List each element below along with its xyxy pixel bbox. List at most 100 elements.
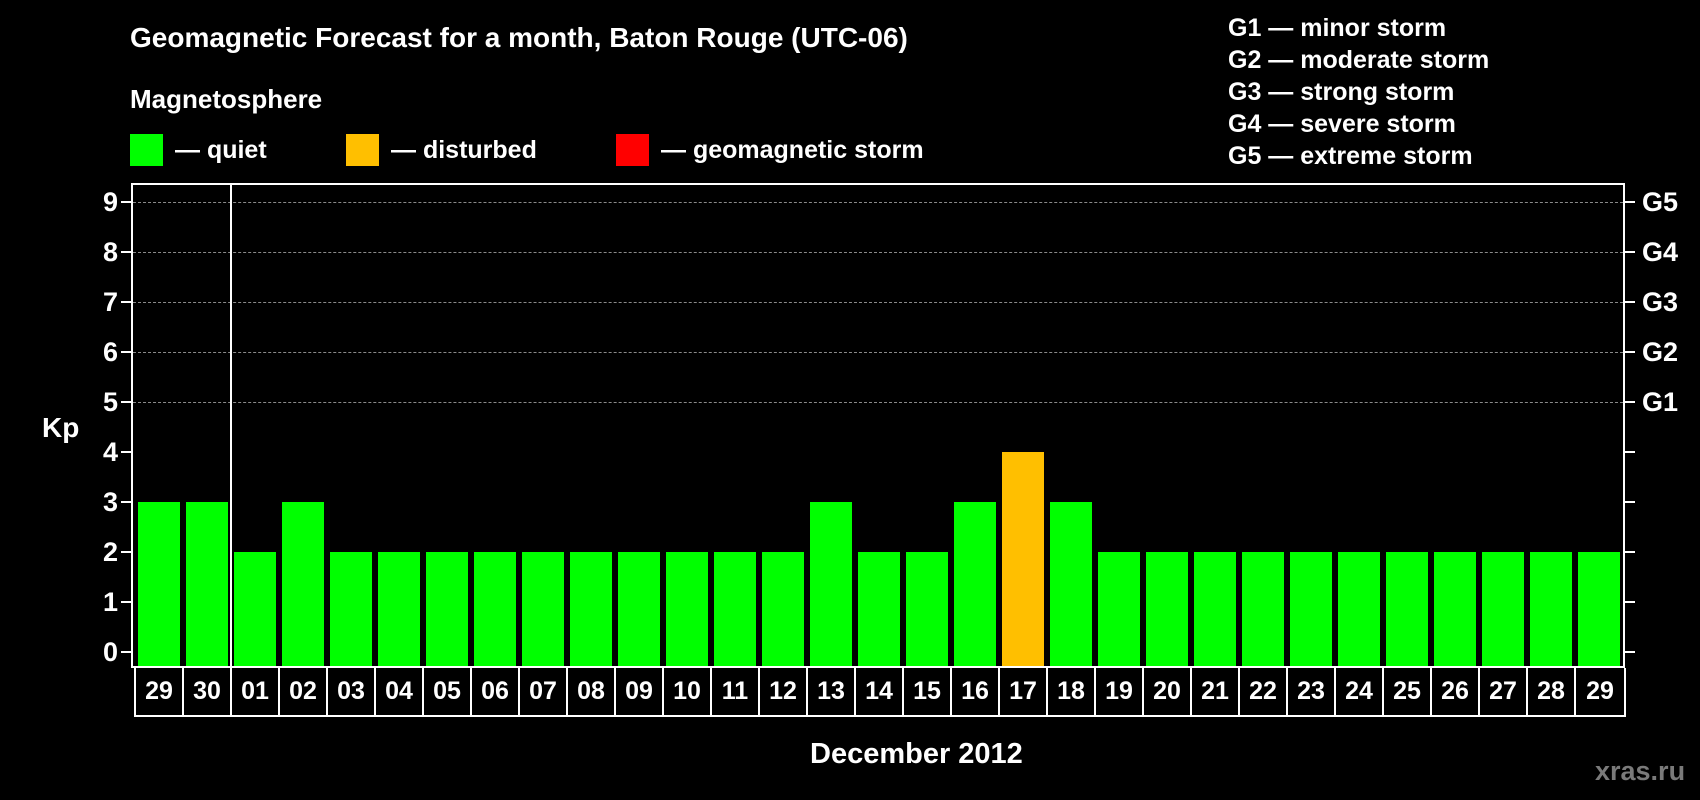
storm-level-label: G3	[1642, 287, 1679, 317]
y-tick	[121, 651, 131, 653]
kp-bar-17	[1002, 452, 1044, 666]
legend-quiet: — quiet	[130, 134, 267, 166]
storm-level-label: G4	[1642, 237, 1679, 267]
kp-bar-08	[570, 552, 612, 666]
gridline	[133, 352, 1623, 353]
plot-area	[131, 183, 1625, 668]
day-label: 08	[568, 668, 616, 715]
day-label: 29	[1586, 677, 1614, 705]
kp-bar-25	[1386, 552, 1428, 666]
kp-bar-04	[378, 552, 420, 666]
kp-bar-26	[1434, 552, 1476, 666]
secondary-y-tick	[1625, 251, 1635, 253]
y-tick	[121, 601, 131, 603]
kp-bar-01	[234, 552, 276, 666]
legend-storm: — geomagnetic storm	[616, 134, 924, 166]
storm-level-label: G2	[1642, 337, 1679, 367]
secondary-y-tick	[1625, 451, 1635, 453]
secondary-y-tick	[1625, 301, 1635, 303]
watermark: xras.ru	[1595, 756, 1686, 786]
y-tick	[121, 401, 131, 403]
storm-level-label: G5	[1642, 187, 1679, 217]
y-tick-label: 7	[102, 287, 118, 317]
x-axis-label: December 2012	[810, 738, 1023, 770]
day-label: 04	[376, 668, 424, 715]
day-label: 15	[904, 668, 952, 715]
y-tick	[121, 251, 131, 253]
kp-bar-10	[666, 552, 708, 666]
disturbed-swatch-icon	[346, 134, 379, 166]
kp-bar-14	[858, 552, 900, 666]
day-label: 11	[712, 668, 760, 715]
day-label: 24	[1336, 668, 1384, 715]
day-label: 21	[1192, 668, 1240, 715]
day-label: 28	[1528, 668, 1576, 715]
y-axis-label: Kp	[42, 412, 80, 443]
y-tick	[121, 501, 131, 503]
y-tick-label: 0	[102, 637, 118, 667]
day-label: 22	[1240, 668, 1288, 715]
chart-title: Geomagnetic Forecast for a month, Baton …	[130, 22, 908, 53]
day-label: 20	[1144, 668, 1192, 715]
legend-label: — disturbed	[391, 135, 537, 164]
legend-disturbed: — disturbed	[346, 134, 537, 166]
secondary-y-tick	[1625, 351, 1635, 353]
quiet-swatch-icon	[130, 134, 163, 166]
y-tick-label: 2	[102, 537, 118, 567]
kp-bar-16	[954, 502, 996, 666]
storm-level-label: G1	[1642, 387, 1679, 417]
kp-bar-24	[1338, 552, 1380, 666]
kp-bar-02	[282, 502, 324, 666]
storm-scale-g4: G4 — severe storm	[1228, 110, 1456, 138]
kp-bar-07	[522, 552, 564, 666]
y-tick-label: 6	[102, 337, 118, 367]
kp-bar-30	[186, 502, 228, 666]
day-label: 13	[808, 668, 856, 715]
kp-bar-09	[618, 552, 660, 666]
y-tick-label: 5	[102, 387, 118, 417]
kp-bar-18	[1050, 502, 1092, 666]
kp-bar-23	[1290, 552, 1332, 666]
y-tick	[121, 551, 131, 553]
gridline	[133, 402, 1623, 403]
kp-bar-03	[330, 552, 372, 666]
storm-scale-legend: G1 — minor storm G2 — moderate storm G3 …	[1228, 12, 1489, 172]
y-tick-label: 8	[102, 237, 118, 267]
kp-bar-21	[1194, 552, 1236, 666]
day-label: 29	[136, 668, 184, 715]
kp-bar-28	[1530, 552, 1572, 666]
storm-scale-g3: G3 — strong storm	[1228, 78, 1455, 106]
y-tick-label: 9	[102, 187, 118, 217]
day-label: 03	[328, 668, 376, 715]
storm-scale-g1: G1 — minor storm	[1228, 14, 1447, 42]
y-tick	[121, 301, 131, 303]
kp-bar-22	[1242, 552, 1284, 666]
secondary-y-tick	[1625, 201, 1635, 203]
kp-bar-29	[1578, 552, 1620, 666]
kp-bar-06	[474, 552, 516, 666]
secondary-y-tick	[1625, 601, 1635, 603]
day-label: 10	[664, 668, 712, 715]
month-separator	[230, 185, 232, 666]
day-label: 23	[1288, 668, 1336, 715]
secondary-y-tick	[1625, 551, 1635, 553]
day-label: 16	[952, 668, 1000, 715]
kp-bar-05	[426, 552, 468, 666]
day-label: 12	[760, 668, 808, 715]
kp-bar-29	[138, 502, 180, 666]
day-label: 19	[1096, 668, 1144, 715]
y-tick	[121, 451, 131, 453]
kp-bar-11	[714, 552, 756, 666]
storm-scale-g2: G2 — moderate storm	[1228, 46, 1490, 74]
legend-label: — quiet	[175, 135, 267, 164]
day-label: 25	[1384, 668, 1432, 715]
kp-bar-20	[1146, 552, 1188, 666]
y-tick	[121, 201, 131, 203]
storm-swatch-icon	[616, 134, 649, 166]
day-label: 09	[616, 668, 664, 715]
day-label: 01	[232, 668, 280, 715]
secondary-y-tick	[1625, 401, 1635, 403]
kp-bar-19	[1098, 552, 1140, 666]
y-tick	[121, 351, 131, 353]
secondary-y-tick	[1625, 651, 1635, 653]
